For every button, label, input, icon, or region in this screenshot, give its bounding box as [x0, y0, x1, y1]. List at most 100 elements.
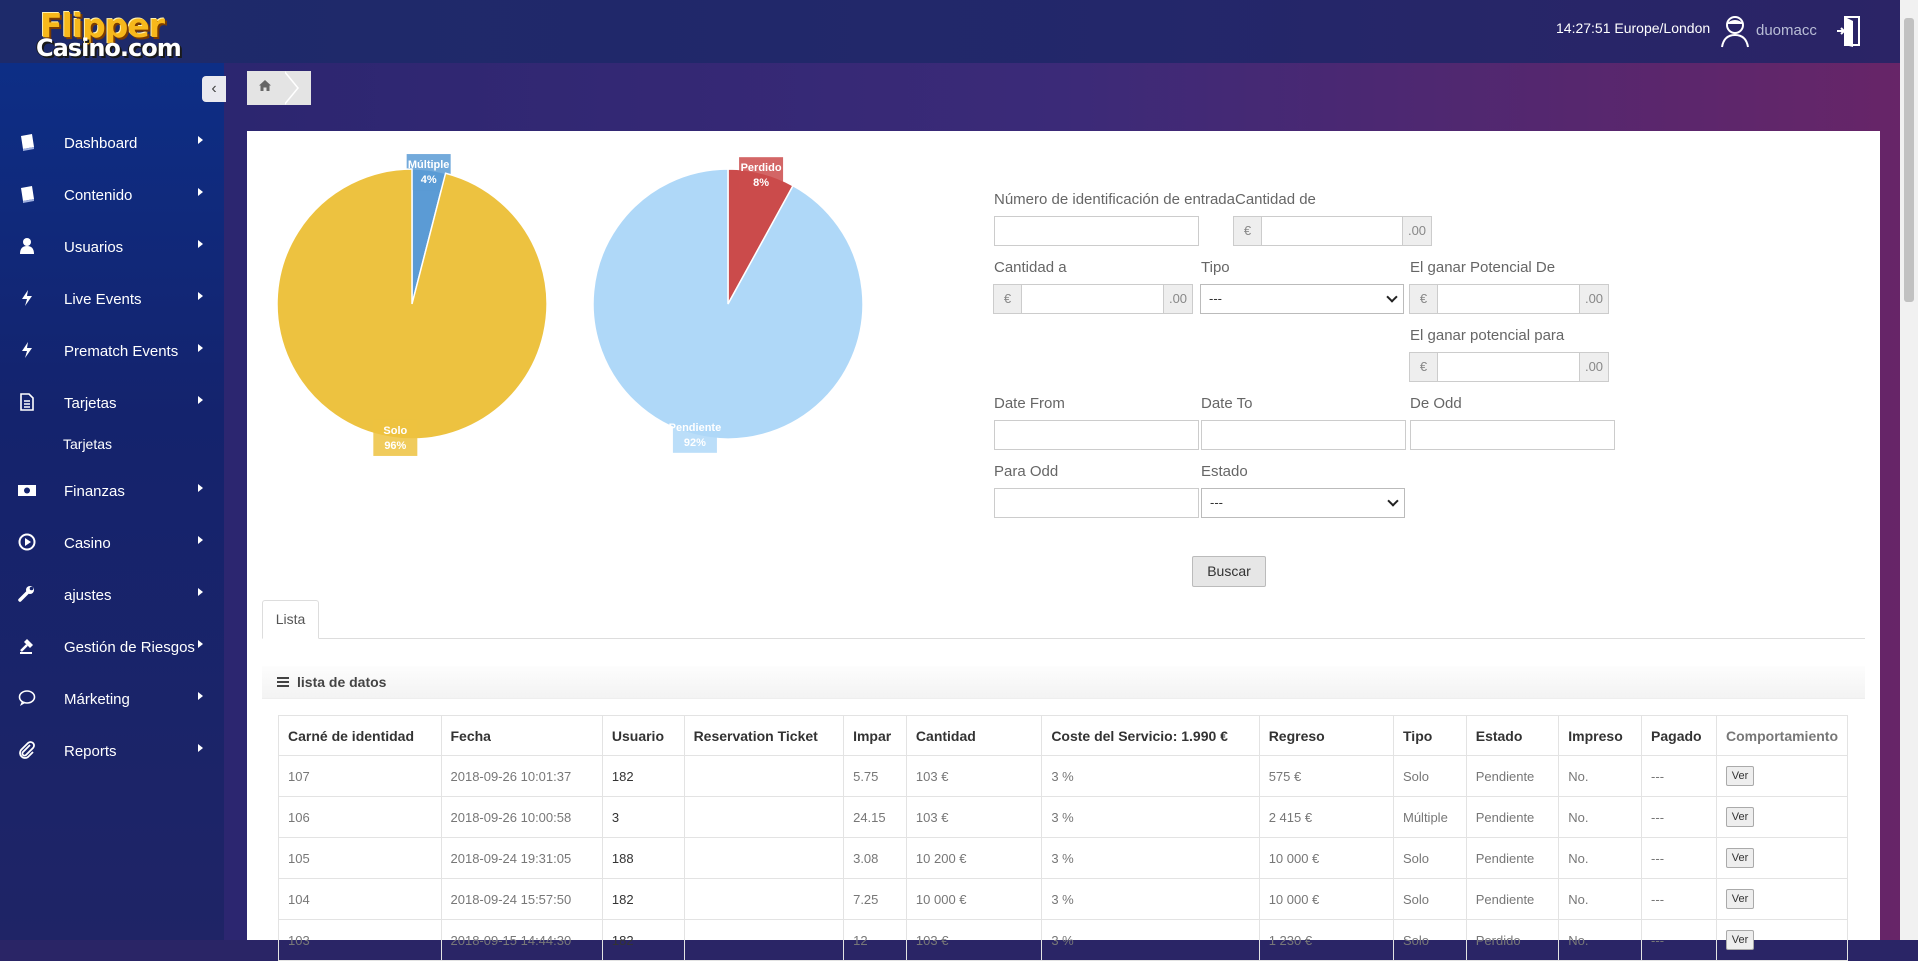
sidebar-item-label: Finanzas: [64, 483, 125, 500]
cell-estado: Pendiente: [1465, 796, 1560, 838]
ganar-de-label: El ganar Potencial De: [1410, 259, 1556, 276]
pie-slice-solo[interactable]: [277, 168, 548, 440]
scrollbar-thumb[interactable]: [1904, 18, 1914, 302]
user-avatar-icon[interactable]: [1720, 14, 1750, 48]
estado-label: Estado: [1201, 463, 1248, 480]
ganar-para-input[interactable]: [1437, 352, 1580, 382]
col-header-coste[interactable]: Coste del Servicio: 1.990 €: [1041, 715, 1260, 756]
col-header-regreso[interactable]: Regreso: [1258, 715, 1395, 756]
cell-impar: 5.75: [843, 755, 907, 797]
home-icon[interactable]: [259, 80, 271, 94]
pie-label-pendiente: Pendiente 92%: [669, 416, 722, 453]
de-odd-label: De Odd: [1410, 395, 1462, 412]
view-button[interactable]: Ver: [1726, 766, 1754, 786]
pie-label-perdido: Perdido 8%: [739, 157, 784, 194]
sidebar-item-gestion-de-riesgos[interactable]: Gestión de Riesgos: [0, 622, 224, 674]
ganar-de-currency: €: [1409, 284, 1438, 314]
sidebar-subitem-label: Tarjetas: [63, 436, 113, 452]
ganar-de-input[interactable]: [1437, 284, 1580, 314]
pie-label-percent: 96%: [384, 440, 406, 452]
sidebar-item-ajustes[interactable]: ajustes: [0, 570, 224, 622]
cantidad-de-decimals: .00: [1402, 216, 1432, 246]
bet-status-pie-svg: Perdido 8% Pendiente 92%: [593, 157, 864, 453]
cell-estado: Pendiente: [1465, 878, 1560, 920]
cantidad-a-decimals: .00: [1163, 284, 1193, 314]
book-icon: [17, 185, 37, 205]
date-from-input[interactable]: [994, 420, 1199, 450]
col-header-id[interactable]: Carné de identidad: [278, 715, 442, 756]
para-odd-input[interactable]: [994, 488, 1199, 518]
data-list-header: lista de datos: [262, 666, 1865, 699]
col-header-fecha[interactable]: Fecha: [440, 715, 603, 756]
cell-estado: Pendiente: [1465, 755, 1560, 797]
cell-action: Ver: [1716, 878, 1848, 920]
sidebar-item-label: Contenido: [64, 187, 133, 204]
cell-regreso: 10 000 €: [1258, 837, 1395, 879]
col-header-pagado[interactable]: Pagado: [1641, 715, 1717, 756]
wrench-icon: [17, 585, 37, 605]
cell-ticket: [683, 796, 845, 838]
sidebar-subitem-tarjetas[interactable]: Tarjetas: [0, 430, 224, 466]
sidebar-item-live-events[interactable]: Live Events: [0, 274, 224, 326]
date-to-input[interactable]: [1201, 420, 1406, 450]
sidebar-collapse-button[interactable]: ‹: [202, 76, 226, 102]
ganar-de-decimals: .00: [1579, 284, 1609, 314]
caret-right-icon: [198, 292, 203, 300]
para-odd-label: Para Odd: [994, 463, 1059, 480]
cell-impreso: No.: [1558, 919, 1643, 961]
cell-cantidad: 103 €: [905, 919, 1043, 961]
casino-logo[interactable]: Flipper Casino.com: [36, 6, 191, 62]
cell-coste: 3 %: [1041, 796, 1260, 838]
view-button[interactable]: Ver: [1726, 930, 1754, 950]
cell-ticket: [683, 919, 845, 961]
username-label[interactable]: duomacc: [1756, 22, 1817, 39]
sidebar-item-label: Márketing: [64, 691, 130, 708]
col-header-ticket[interactable]: Reservation Ticket: [683, 715, 845, 756]
de-odd-input[interactable]: [1410, 420, 1615, 450]
caret-right-icon: [198, 744, 203, 752]
pie-slice-pendiente[interactable]: [593, 168, 864, 440]
search-button[interactable]: Buscar: [1192, 556, 1266, 587]
sidebar-item-finanzas[interactable]: Finanzas: [0, 466, 224, 518]
col-header-impreso[interactable]: Impreso: [1558, 715, 1643, 756]
sidebar-item-tarjetas[interactable]: Tarjetas: [0, 378, 224, 430]
view-button[interactable]: Ver: [1726, 848, 1754, 868]
cell-estado: Perdido: [1465, 919, 1560, 961]
pie-label-name: Pendiente: [669, 422, 722, 434]
sidebar-item-marketing[interactable]: Márketing: [0, 674, 224, 726]
cell-tipo: Solo: [1393, 878, 1467, 920]
sidebar-nav: Dashboard Contenido Usuarios Live Events: [0, 118, 224, 778]
col-header-estado[interactable]: Estado: [1465, 715, 1560, 756]
col-header-impar[interactable]: Impar: [843, 715, 907, 756]
ganar-para-currency: €: [1409, 352, 1438, 382]
pie-label-box: [739, 157, 784, 194]
sidebar-item-casino[interactable]: Casino: [0, 518, 224, 570]
cell-impar: 24.15: [843, 796, 907, 838]
cell-action: Ver: [1716, 919, 1848, 961]
sidebar-item-reports[interactable]: Reports: [0, 726, 224, 778]
view-button[interactable]: Ver: [1726, 889, 1754, 909]
money-icon: [17, 481, 37, 501]
estado-select[interactable]: ---: [1201, 488, 1405, 518]
col-header-usuario[interactable]: Usuario: [601, 715, 685, 756]
numero-input[interactable]: [994, 216, 1199, 246]
caret-right-icon: [198, 188, 203, 196]
bolt-icon: [17, 289, 37, 309]
sidebar-item-usuarios[interactable]: Usuarios: [0, 222, 224, 274]
page-scrollbar[interactable]: [1900, 0, 1918, 940]
view-button[interactable]: Ver: [1726, 807, 1754, 827]
col-header-cantidad[interactable]: Cantidad: [905, 715, 1043, 756]
sidebar-item-prematch-events[interactable]: Prematch Events: [0, 326, 224, 378]
cantidad-de-input[interactable]: [1261, 216, 1403, 246]
cantidad-a-input[interactable]: [1021, 284, 1164, 314]
cell-id: 107: [278, 755, 442, 797]
col-header-tipo[interactable]: Tipo: [1393, 715, 1467, 756]
tipo-selected-value: ---: [1209, 291, 1222, 306]
tab-lista[interactable]: Lista: [262, 600, 319, 639]
cell-pagado: ---: [1641, 878, 1717, 920]
cell-usuario: 182: [601, 878, 685, 920]
tipo-select[interactable]: ---: [1200, 284, 1404, 314]
logout-icon[interactable]: [1836, 14, 1864, 48]
sidebar-item-contenido[interactable]: Contenido: [0, 170, 224, 222]
sidebar-item-dashboard[interactable]: Dashboard: [0, 118, 224, 170]
